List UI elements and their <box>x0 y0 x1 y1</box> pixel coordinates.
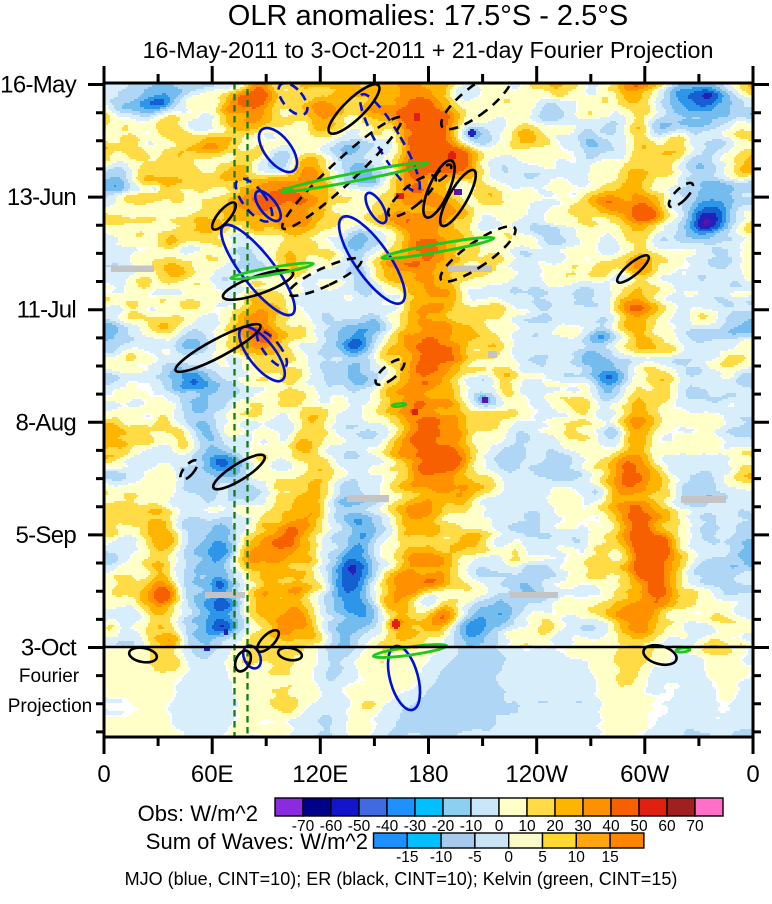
svg-text:15: 15 <box>601 849 618 866</box>
svg-text:0: 0 <box>495 818 504 835</box>
svg-text:MJO (blue, CINT=10); ER (black: MJO (blue, CINT=10); ER (black, CINT=10)… <box>125 869 678 889</box>
svg-text:3-Oct: 3-Oct <box>21 634 77 661</box>
svg-text:50: 50 <box>630 818 648 835</box>
svg-text:0: 0 <box>504 849 513 866</box>
svg-text:30: 30 <box>574 818 592 835</box>
svg-text:Fourier: Fourier <box>19 666 80 687</box>
svg-text:70: 70 <box>686 818 704 835</box>
svg-text:-40: -40 <box>376 818 399 835</box>
svg-text:-5: -5 <box>468 849 482 866</box>
svg-text:-10: -10 <box>430 849 453 866</box>
svg-text:120E: 120E <box>292 761 348 788</box>
svg-text:Sum of Waves: W/m^2: Sum of Waves: W/m^2 <box>146 829 368 854</box>
svg-text:16-May: 16-May <box>0 72 77 99</box>
svg-text:60E: 60E <box>191 761 234 788</box>
svg-text:20: 20 <box>546 818 564 835</box>
svg-text:8-Aug: 8-Aug <box>15 409 76 436</box>
svg-text:-10: -10 <box>460 818 483 835</box>
svg-text:10: 10 <box>568 849 586 866</box>
svg-text:60: 60 <box>658 818 676 835</box>
svg-text:0: 0 <box>746 761 759 788</box>
svg-text:120W: 120W <box>505 761 568 788</box>
svg-text:60W: 60W <box>620 761 670 788</box>
svg-text:5-Sep: 5-Sep <box>15 522 76 549</box>
svg-text:40: 40 <box>602 818 620 835</box>
svg-text:5: 5 <box>538 849 547 866</box>
svg-text:16-May-2011 to 3-Oct-2011 + 21: 16-May-2011 to 3-Oct-2011 + 21-day Fouri… <box>143 37 714 63</box>
svg-text:180: 180 <box>408 761 448 788</box>
svg-text:-30: -30 <box>404 818 427 835</box>
svg-text:-60: -60 <box>320 818 343 835</box>
svg-text:-15: -15 <box>396 849 418 866</box>
svg-text:13-Jun: 13-Jun <box>7 184 76 211</box>
svg-text:-20: -20 <box>432 818 455 835</box>
svg-text:0: 0 <box>97 761 110 788</box>
svg-text:-50: -50 <box>348 818 371 835</box>
svg-text:-70: -70 <box>292 818 315 835</box>
svg-text:OLR anomalies: 17.5°S - 2.5°S: OLR anomalies: 17.5°S - 2.5°S <box>228 0 628 32</box>
svg-text:11-Jul: 11-Jul <box>17 297 76 324</box>
svg-text:Obs: W/m^2: Obs: W/m^2 <box>138 801 258 826</box>
svg-text:Projection: Projection <box>8 696 93 717</box>
svg-text:10: 10 <box>518 818 536 835</box>
